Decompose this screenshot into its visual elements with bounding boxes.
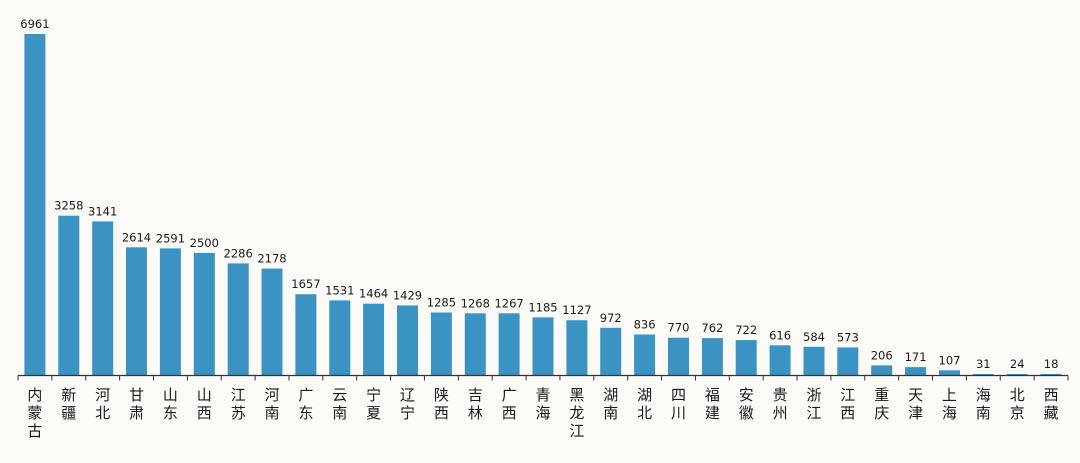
value-label-30: 18 [1044, 357, 1059, 371]
value-label-1: 3258 [54, 199, 83, 213]
category-label-26: 天津 [908, 386, 923, 422]
bar-26 [905, 367, 927, 376]
category-label-15: 青海 [535, 386, 550, 422]
category-label-7: 河南 [264, 386, 279, 422]
category-label-23: 浙江 [806, 386, 821, 422]
bar-15 [532, 317, 554, 376]
bar-13 [464, 313, 486, 376]
value-label-26: 171 [905, 350, 927, 364]
category-label-8: 广东 [298, 386, 313, 422]
bar-7 [261, 268, 283, 376]
category-label-21: 安徽 [739, 386, 754, 422]
bar-18 [634, 334, 656, 376]
value-label-28: 31 [976, 357, 991, 371]
category-label-18: 湖北 [637, 386, 652, 422]
bar-11 [397, 305, 418, 376]
category-label-28: 海南 [976, 386, 991, 422]
value-label-16: 1127 [562, 303, 591, 317]
bar-30 [1040, 374, 1062, 376]
bar-4 [159, 248, 181, 376]
value-label-19: 770 [668, 321, 690, 335]
value-label-15: 1185 [528, 300, 557, 314]
bar-25 [871, 365, 893, 376]
category-label-2: 河北 [95, 386, 110, 422]
category-label-1: 新疆 [61, 386, 76, 422]
value-label-9: 1531 [325, 283, 354, 297]
category-label-25: 重庆 [874, 386, 889, 422]
value-label-10: 1464 [359, 287, 388, 301]
value-label-20: 762 [701, 321, 723, 335]
bars-group [24, 34, 1062, 376]
value-label-8: 1657 [291, 277, 320, 291]
category-label-4: 山东 [163, 386, 178, 422]
bar-10 [363, 303, 385, 376]
category-label-20: 福建 [705, 386, 720, 422]
category-label-12: 陕西 [434, 386, 449, 422]
bar-14 [498, 313, 520, 376]
value-label-14: 1267 [494, 296, 523, 310]
category-label-3: 甘肃 [129, 386, 144, 422]
bar-16 [566, 320, 588, 376]
value-label-3: 2614 [122, 230, 151, 244]
bar-19 [668, 337, 689, 376]
category-label-16: 黑龙江 [569, 386, 584, 440]
value-label-6: 2286 [224, 246, 253, 260]
value-label-13: 1268 [461, 296, 490, 310]
value-label-2: 3141 [88, 204, 117, 218]
bar-29 [1006, 374, 1028, 376]
value-labels-group: 6961 3258 3141 2614 2591 2500 2286 2178 1657 1531… [20, 17, 1058, 371]
value-label-25: 206 [871, 348, 893, 362]
bar-1 [58, 215, 80, 376]
category-label-19: 四川 [671, 386, 686, 422]
value-label-0: 6961 [20, 17, 49, 31]
category-label-11: 辽宁 [400, 386, 415, 422]
category-label-22: 贵州 [773, 386, 788, 422]
bar-17 [600, 327, 622, 376]
value-label-22: 616 [769, 328, 791, 342]
bar-8 [295, 294, 317, 376]
bar-5 [193, 252, 215, 376]
bar-28 [972, 374, 994, 376]
value-label-17: 972 [600, 311, 622, 325]
value-label-21: 722 [735, 323, 757, 337]
category-label-17: 湖南 [603, 386, 618, 422]
category-label-6: 江苏 [231, 386, 246, 422]
value-label-29: 24 [1010, 357, 1025, 371]
value-label-18: 836 [634, 318, 656, 332]
value-label-24: 573 [837, 330, 859, 344]
bar-22 [769, 345, 791, 376]
bar-23 [803, 346, 825, 376]
bar-2 [92, 221, 114, 376]
category-label-24: 江西 [840, 386, 855, 422]
value-label-12: 1285 [427, 296, 456, 310]
bar-9 [329, 300, 351, 376]
bar-21 [735, 340, 757, 376]
bar-24 [837, 347, 859, 376]
category-label-30: 西藏 [1044, 386, 1059, 422]
value-label-27: 107 [939, 353, 961, 367]
category-label-27: 上海 [942, 386, 957, 422]
category-label-9: 云南 [332, 386, 347, 422]
value-label-11: 1429 [393, 288, 422, 302]
category-label-29: 北京 [1010, 386, 1025, 422]
value-label-7: 2178 [257, 252, 286, 266]
category-label-5: 山西 [197, 386, 212, 422]
bar-12 [430, 312, 452, 376]
category-label-14: 广西 [502, 386, 517, 422]
category-label-10: 宁夏 [366, 386, 381, 422]
category-label-0: 内蒙古 [27, 386, 42, 440]
bar-3 [126, 247, 147, 376]
bar-0 [24, 34, 46, 376]
value-label-4: 2591 [156, 231, 185, 245]
category-label-13: 吉林 [468, 386, 483, 422]
x-axis-ticks-group [17, 375, 1069, 381]
value-label-5: 2500 [190, 236, 219, 250]
bar-6 [227, 263, 249, 376]
value-label-23: 584 [803, 330, 825, 344]
bar-27 [939, 370, 960, 376]
bar-20 [701, 338, 723, 376]
